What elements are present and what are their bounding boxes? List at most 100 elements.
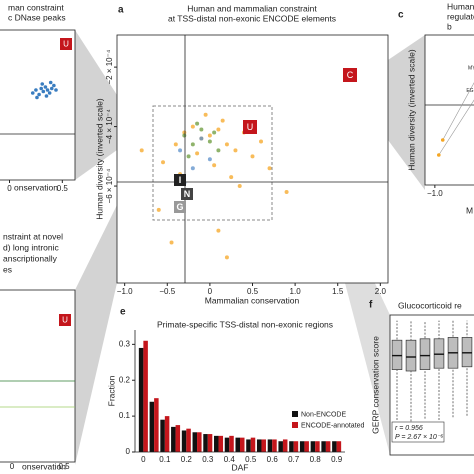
bar [224,437,230,452]
x-tick-label: 1.0 [290,287,302,296]
x-tick-label: 0.4 [224,455,236,464]
stats-box [391,421,445,443]
scatter-point [212,130,217,135]
bar [186,428,191,452]
y-tick-label: 0.3 [119,339,131,348]
point-label: EGR [466,88,474,94]
x-tick-label: 0.5 [58,462,70,471]
x-tick-label: 0 [10,462,15,471]
category-box [174,174,186,186]
x-tick-label: 0 [141,455,146,464]
x-axis-label: Mammalian conservation [205,295,300,305]
scatter-point [203,112,208,117]
scatter-point [229,175,234,180]
bar [246,439,251,452]
bar [229,435,234,452]
panel-title: anscriptionally [3,253,58,263]
y-tick-label: −4 × 10⁻⁴ [105,109,114,144]
category-box [343,68,357,82]
scatter-point [37,92,41,97]
x-axis-label: onservation [22,461,66,471]
bar [197,432,202,452]
scatter-point [284,190,289,195]
x-axis-label: onservation [14,182,58,192]
box [419,338,431,370]
bar [321,441,326,452]
scatter-point [440,138,445,142]
bar [267,439,273,452]
scatter-point [182,133,187,138]
scatter-point [52,83,56,88]
scatter-point [190,166,195,171]
zoom-box [152,105,273,221]
box [405,339,417,372]
x-tick-label: 0.2 [181,455,193,464]
x-tick-label: 0.5 [57,184,69,193]
zoom-funnel [75,205,117,465]
scatter-point [224,142,229,147]
bar [250,437,256,452]
bar [143,340,148,452]
scatter-point [190,142,195,147]
scatter-point [186,154,191,159]
scatter-point [169,240,174,245]
scatter-point [195,121,200,126]
bar [149,401,155,452]
panel-title: regulato [447,11,474,21]
scatter-point [178,148,183,153]
bar [289,441,294,452]
bar [304,441,309,452]
bar [299,441,305,452]
scatter-point [39,86,43,91]
bar [164,416,170,452]
panel-label: c [398,10,404,21]
panel-title: nstraint at novel [3,231,63,241]
category-box-label: N [184,189,191,199]
x-tick-label: 0 [7,184,12,193]
legend-swatch [292,411,298,417]
bar [171,426,176,452]
scatter-point [40,82,45,86]
x-tick-label: 0.8 [310,455,322,464]
category-box [59,314,71,326]
scatter-point [195,151,200,156]
x-tick-label: 0 [208,287,213,296]
bar [336,441,342,452]
y-axis-label: Fraction [106,375,116,406]
scatter-point [250,154,255,159]
category-box-label: I [179,175,182,185]
x-tick-label: 0.5 [247,287,259,296]
scatter-point [34,88,38,92]
axes-frame [0,29,76,181]
bar [138,347,144,452]
scatter-point [49,86,54,91]
panel-title: at TSS-distal non-exonic ENCODE elements [168,13,336,23]
bar [214,435,219,452]
scatter-point [207,133,212,138]
scatter-point [216,127,221,132]
scatter-point [216,228,221,233]
y-axis-label: GERP conservation score [370,336,380,434]
scatter-point [212,163,217,168]
bar [315,441,320,452]
legend-label: Non-ENCODE [301,411,346,418]
x-tick-label: 0.3 [202,455,214,464]
x-tick-label: 1.5 [332,287,344,296]
legend-swatch [292,422,298,428]
scatter-point [161,160,166,165]
x-tick-label: 0.5 [245,455,257,464]
scatter-point [190,124,195,129]
category-box [60,38,72,50]
scatter-point [30,91,35,95]
y-tick-label: 0.1 [119,411,131,420]
scatter-point [43,85,48,89]
scatter-point [207,139,212,144]
x-tick-label: 0.9 [331,455,343,464]
x-tick-label: 2.0 [375,287,387,296]
axes-frame [389,314,474,456]
panel-title: Primate-specific TSS-distal non-exonic r… [157,319,333,329]
scatter-point [44,94,49,98]
scatter-point [47,91,52,95]
x-tick-label: 0.1 [159,455,171,464]
panel-label: a [118,5,124,16]
